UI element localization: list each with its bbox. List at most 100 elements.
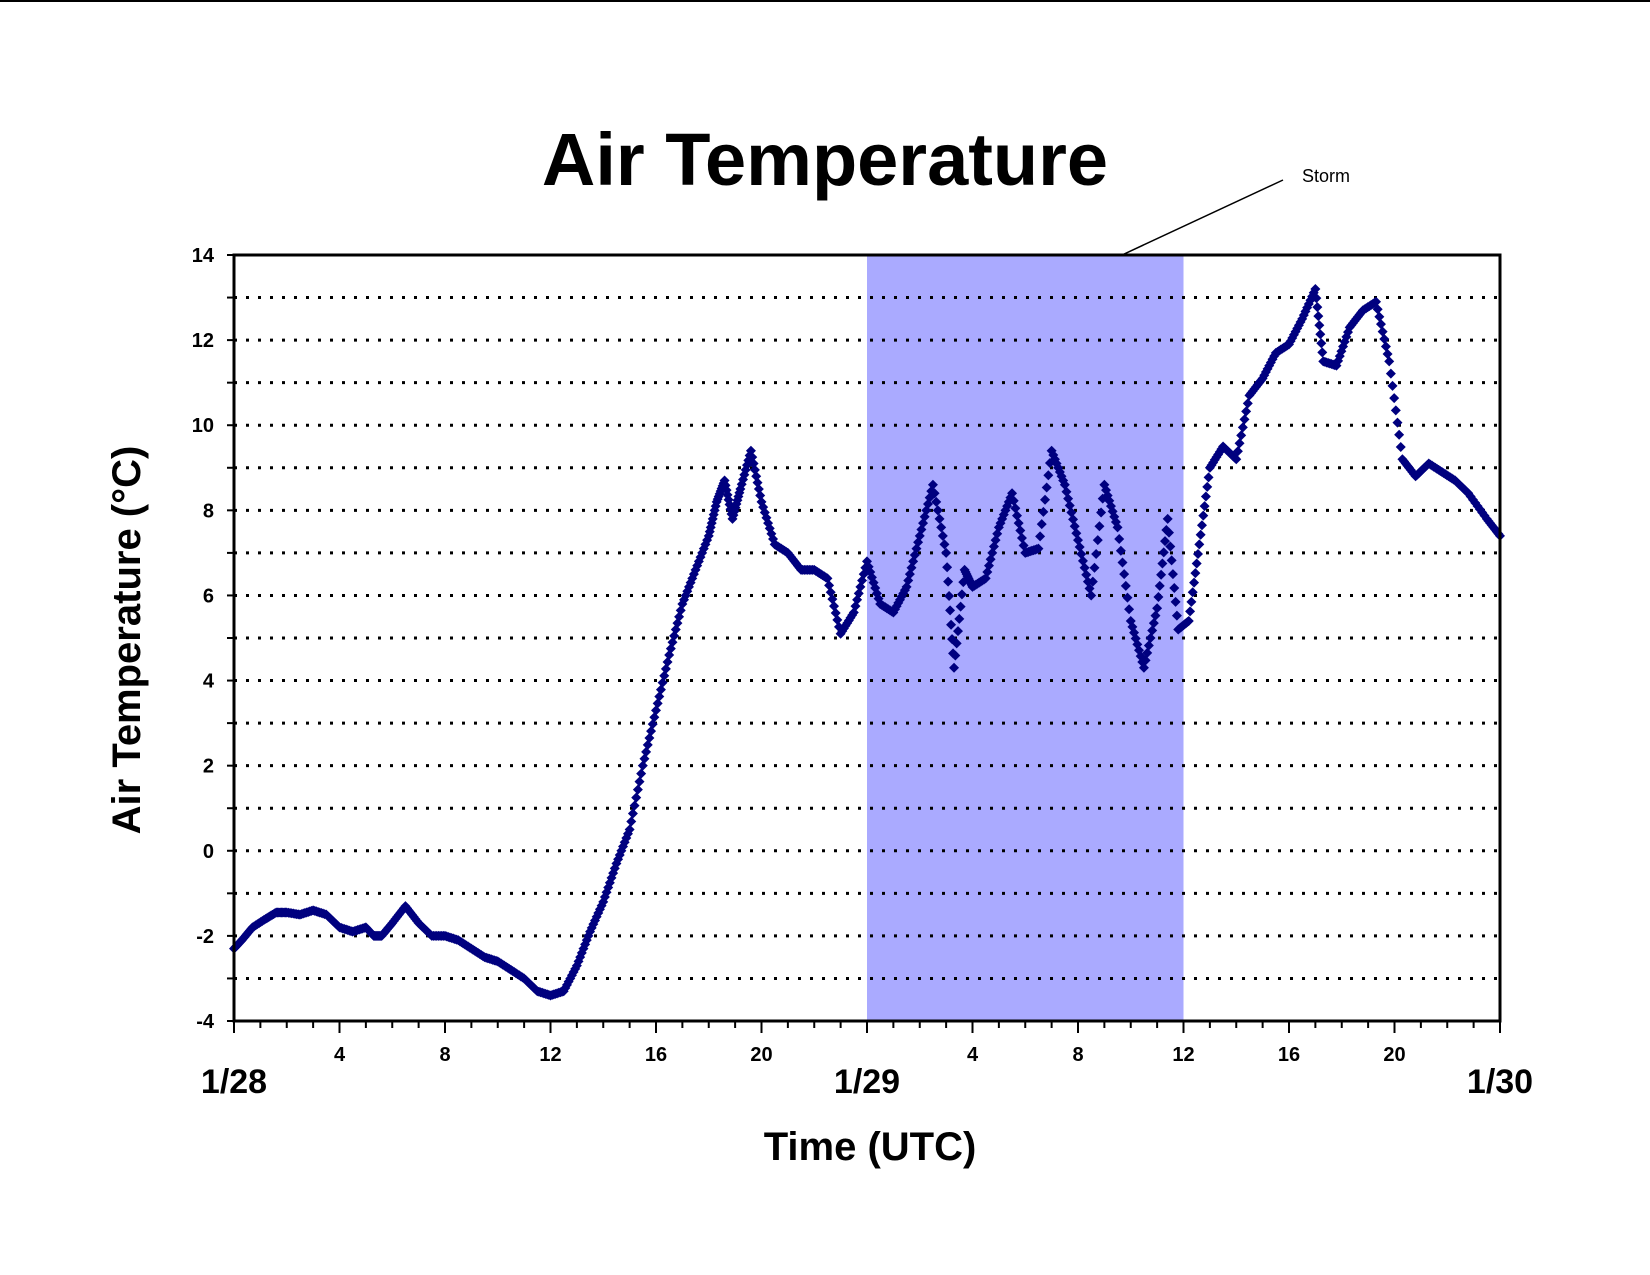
data-point	[1236, 430, 1247, 441]
data-point	[652, 698, 663, 709]
data-point	[1122, 592, 1133, 603]
y-tick-label: 6	[203, 585, 214, 607]
data-point	[1114, 534, 1125, 545]
x-tick-label: 12	[1172, 1044, 1194, 1066]
data-point	[1372, 304, 1383, 315]
data-point	[752, 477, 763, 488]
data-point	[1012, 510, 1023, 521]
data-point	[629, 800, 640, 811]
data-point	[1237, 422, 1248, 433]
data-point	[1156, 569, 1167, 580]
data-point	[1119, 569, 1130, 580]
data-point	[1371, 296, 1382, 307]
data-point	[1138, 662, 1149, 673]
data-point	[1317, 347, 1328, 358]
x-tick-label: 8	[1072, 1044, 1083, 1066]
data-point	[1036, 519, 1047, 530]
data-point	[949, 662, 960, 673]
data-point	[654, 691, 665, 702]
data-point	[1016, 532, 1027, 543]
data-point	[1199, 501, 1210, 512]
data-point	[1066, 507, 1077, 518]
data-point	[937, 530, 948, 541]
data-point	[1112, 522, 1123, 533]
data-point	[1311, 293, 1322, 304]
data-point	[1315, 329, 1326, 340]
data-point	[1086, 590, 1097, 601]
data-point	[1390, 405, 1401, 416]
data-point	[1313, 311, 1324, 322]
data-point	[1234, 438, 1245, 449]
data-point	[1033, 543, 1044, 554]
data-series-layer	[229, 284, 1505, 1001]
data-point	[1384, 356, 1395, 367]
data-point	[942, 562, 953, 573]
data-point	[1071, 528, 1082, 539]
data-point	[1153, 592, 1164, 603]
x-tick-label: 20	[750, 1044, 772, 1066]
data-point	[1063, 493, 1074, 504]
data-point	[753, 484, 764, 495]
data-point	[1232, 446, 1243, 457]
data-point	[632, 784, 643, 795]
data-point	[950, 650, 961, 661]
x-tick-label: 16	[1278, 1044, 1300, 1066]
data-point	[1387, 380, 1398, 391]
data-point	[929, 488, 940, 499]
data-point	[830, 607, 841, 618]
data-point	[1392, 417, 1403, 428]
data-point	[1043, 470, 1054, 481]
data-point	[1152, 603, 1163, 614]
data-point	[1196, 520, 1207, 531]
data-point	[626, 816, 637, 827]
data-point	[755, 490, 766, 501]
data-point	[827, 594, 838, 605]
data-point	[662, 656, 673, 667]
data-point	[822, 573, 833, 584]
data-point	[1379, 334, 1390, 345]
data-point	[1008, 495, 1019, 506]
data-point	[646, 726, 657, 737]
data-point	[1198, 510, 1209, 521]
data-point	[1193, 548, 1204, 559]
data-point	[1157, 558, 1168, 569]
y-tick-label: 0	[203, 841, 214, 863]
data-point	[1094, 521, 1105, 532]
data-point	[1239, 414, 1250, 425]
data-point	[1068, 514, 1079, 525]
data-point	[1147, 625, 1158, 636]
x-axis-label: Time (UTC)	[764, 1125, 977, 1169]
data-point	[1041, 482, 1052, 493]
data-point	[649, 712, 660, 723]
data-point	[1115, 545, 1126, 556]
data-point	[636, 768, 647, 779]
data-point	[1148, 618, 1159, 629]
storm-annotation-label: Storm	[1302, 166, 1350, 186]
data-point	[1162, 513, 1173, 524]
data-point	[952, 626, 963, 637]
data-point	[644, 733, 655, 744]
data-point	[824, 580, 835, 591]
y-tick-label: 10	[192, 415, 214, 437]
x-tick-label: 8	[439, 1044, 450, 1066]
data-point	[1389, 393, 1400, 404]
data-point	[1163, 527, 1174, 538]
data-point	[745, 445, 756, 456]
axis-tick-layer: -4 -2 0 2 4 6 8 10 12 14 4 8 12 16 20 4 8 12 16 20 1/28 1/29 1…	[192, 245, 1533, 1101]
data-point	[1171, 610, 1182, 621]
data-point	[655, 684, 666, 695]
data-point	[927, 479, 938, 490]
data-point	[748, 458, 759, 469]
data-point	[1084, 583, 1095, 594]
data-point	[829, 601, 840, 612]
data-point	[1010, 503, 1021, 514]
y-tick-label: 4	[203, 671, 215, 693]
data-point	[1124, 604, 1135, 615]
data-point	[1241, 406, 1252, 417]
x-tick-label: 4	[334, 1044, 346, 1066]
data-point	[1035, 531, 1046, 542]
data-point	[1077, 555, 1088, 566]
data-point	[637, 760, 648, 771]
data-point	[1087, 576, 1098, 587]
data-point	[1395, 442, 1406, 453]
